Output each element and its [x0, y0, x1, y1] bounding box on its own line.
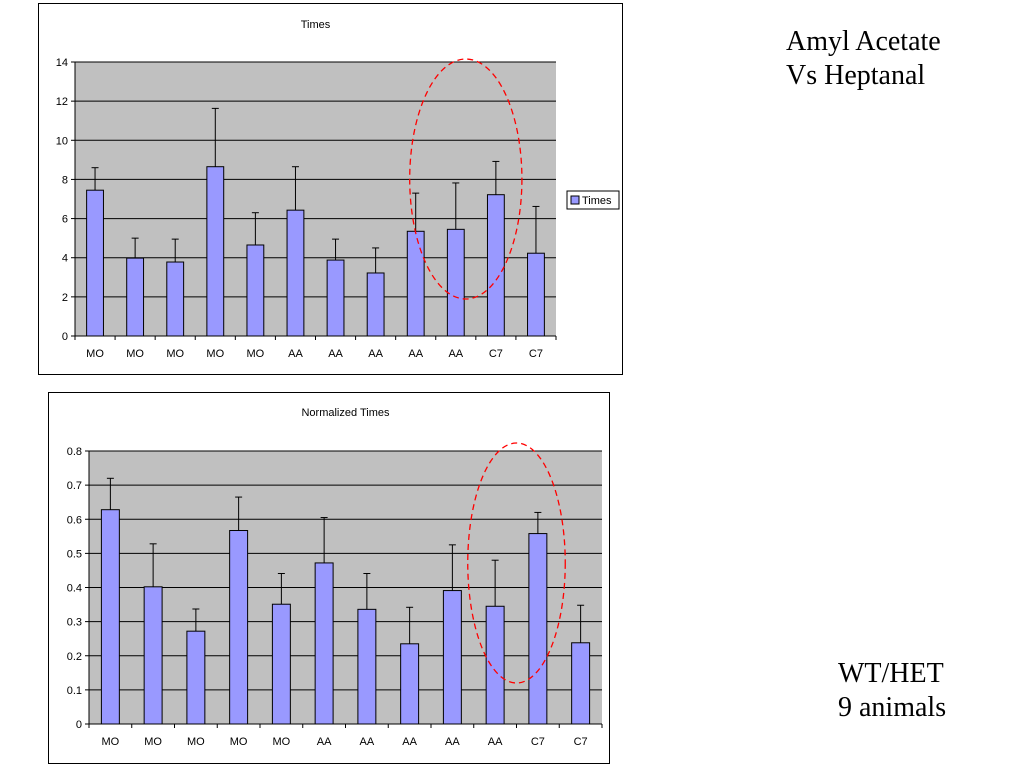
bar — [271, 603, 291, 725]
y-tick-label: 0.6 — [67, 514, 82, 526]
y-tick-label: 0.5 — [67, 548, 82, 560]
x-tick-label: C7 — [489, 348, 503, 360]
x-tick-label: MO — [230, 736, 248, 748]
x-tick-label: AA — [368, 348, 383, 360]
x-tick-label: AA — [448, 348, 463, 360]
legend-label: Times — [582, 195, 612, 207]
chart-title: Normalized Times — [301, 407, 390, 419]
x-tick-label: MO — [166, 348, 184, 360]
y-tick-label: 10 — [56, 135, 68, 147]
y-tick-label: 0.1 — [67, 685, 82, 697]
bar — [126, 257, 145, 337]
y-tick-label: 0 — [76, 719, 82, 731]
legend: Times — [566, 190, 620, 210]
bar — [446, 228, 465, 337]
comparison-heading-line1: Amyl Acetate — [786, 26, 941, 57]
y-tick-label: 0.4 — [67, 583, 82, 595]
y-tick-label: 12 — [56, 96, 68, 108]
bar — [326, 259, 345, 337]
x-tick-label: AA — [402, 736, 417, 748]
y-tick-label: 0.7 — [67, 480, 82, 492]
highlight-ellipse — [409, 58, 523, 300]
x-tick-label: AA — [488, 736, 503, 748]
highlight-ellipse — [467, 442, 566, 684]
x-tick-label: MO — [102, 736, 120, 748]
x-tick-label: MO — [206, 348, 224, 360]
x-tick-label: MO — [247, 348, 265, 360]
bar — [314, 562, 334, 725]
bar — [486, 194, 505, 337]
comparison-heading: Amyl Acetate Vs Heptanal — [786, 25, 941, 93]
legend-swatch — [570, 195, 580, 205]
bar — [229, 530, 249, 725]
times-chart: Times 0 2 4 6 8 10 12 14 MO MO MO MO MO AA AA AA AA AA C7 C7… — [38, 3, 623, 375]
x-tick-label: MO — [187, 736, 205, 748]
bar — [528, 533, 548, 725]
x-tick-label: AA — [360, 736, 375, 748]
x-tick-label: AA — [408, 348, 423, 360]
y-tick-label: 4 — [62, 253, 68, 265]
x-tick-label: AA — [317, 736, 332, 748]
bar — [186, 630, 206, 725]
legend-box — [566, 190, 620, 210]
x-tick-label: AA — [328, 348, 343, 360]
x-tick-label: AA — [445, 736, 460, 748]
bar — [366, 272, 385, 337]
y-tick-label: 8 — [62, 174, 68, 186]
x-tick-label: MO — [144, 736, 162, 748]
y-tick-label: 0.3 — [67, 617, 82, 629]
x-tick-label: C7 — [574, 736, 588, 748]
y-tick-label: 0.8 — [67, 446, 82, 458]
bar — [100, 509, 120, 725]
bar — [357, 608, 377, 725]
bar — [86, 189, 104, 337]
y-tick-label: 14 — [56, 57, 68, 69]
chart-title: Times — [301, 19, 331, 31]
bar — [400, 643, 420, 725]
x-tick-label: C7 — [531, 736, 545, 748]
x-tick-label: MO — [273, 736, 291, 748]
normalized-times-chart: Normalized Times 0 0.1 0.2 0.3 0.4 0.5 0.6 0.7 0.… — [48, 392, 610, 764]
bar — [442, 590, 462, 725]
bar — [166, 261, 185, 337]
sample-note-line2: 9 animals — [838, 692, 947, 723]
x-tick-label: AA — [288, 348, 303, 360]
y-tick-label: 0 — [62, 331, 68, 343]
times-chart-svg: Times 0 2 4 6 8 10 12 14 MO MO MO MO MO AA AA AA AA AA C7 C7… — [56, 19, 620, 360]
plot-area — [75, 62, 556, 336]
y-tick-label: 6 — [62, 214, 68, 226]
y-tick-label: 0.2 — [67, 651, 82, 663]
comparison-heading-line2: Vs Heptanal — [786, 60, 926, 91]
bar — [485, 605, 505, 725]
bar — [571, 642, 591, 725]
bar — [246, 244, 265, 337]
bar — [286, 209, 305, 337]
x-tick-label: C7 — [529, 348, 543, 360]
bar — [527, 252, 545, 337]
bar — [406, 230, 425, 337]
x-tick-label: MO — [126, 348, 144, 360]
x-tick-label: MO — [86, 348, 104, 360]
sample-note: WT/HET 9 animals — [838, 657, 946, 725]
sample-note-line1: WT/HET — [838, 658, 944, 689]
bar — [143, 586, 163, 725]
normalized-times-chart-svg: Normalized Times 0 0.1 0.2 0.3 0.4 0.5 0.6 0.7 0.… — [67, 407, 603, 748]
bar — [206, 166, 225, 337]
y-tick-label: 2 — [62, 292, 68, 304]
